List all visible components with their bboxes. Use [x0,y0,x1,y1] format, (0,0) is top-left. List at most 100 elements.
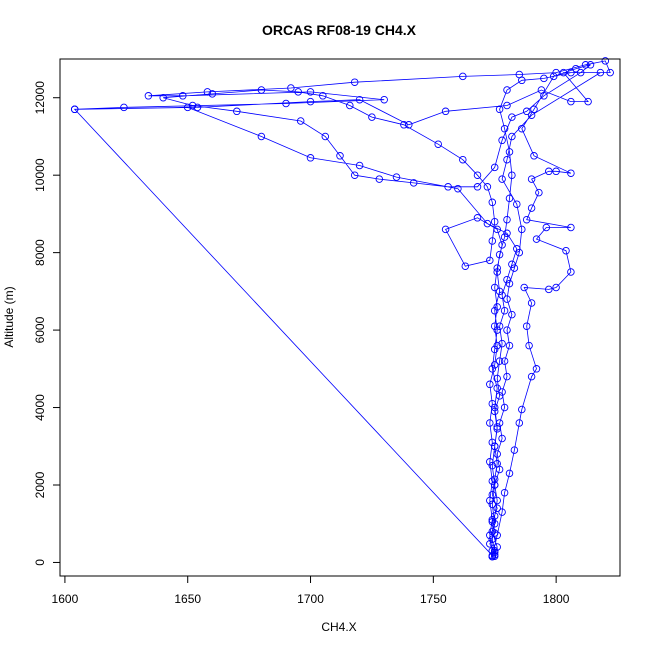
data-point [483,183,492,191]
data-point [488,399,497,408]
data-point [400,121,408,129]
data-point [535,188,543,197]
data-point [490,217,499,226]
data-point [490,407,499,416]
x-axis-label: CH4.X [321,620,356,634]
y-tick-label: 4000 [33,394,47,421]
data-point [368,113,376,121]
data-point [287,84,295,92]
data-point [490,163,499,172]
data-point [490,283,499,292]
data-point [306,88,315,96]
y-tick-label: 10000 [33,158,47,192]
data-point [495,322,504,330]
data-point [490,550,499,559]
data-point [495,105,504,114]
data-point [505,279,514,288]
data-point [493,384,501,392]
x-tick-label: 1600 [52,592,79,606]
data-point [495,392,504,400]
data-point [486,458,494,466]
data-point [522,322,531,330]
data-point [179,92,187,100]
data-point [306,154,315,162]
data-point [495,287,504,296]
data-point [508,310,516,319]
data-point [505,341,514,350]
plot-frame [59,58,621,577]
data-point [500,233,509,241]
data-point [559,68,568,77]
data-point [567,223,575,232]
data-point [520,283,528,292]
data-point [540,74,548,83]
data-point [505,194,514,203]
plot-area [59,57,621,577]
data-point [346,101,354,110]
data-point [503,326,511,334]
data-point [493,450,501,458]
data-point [490,403,499,412]
data-point [70,105,79,114]
data-point [488,438,497,447]
x-tick-label: 1750 [420,592,447,606]
data-point [441,225,450,234]
x-axis: 1600 1650 1700 1750 1800 [52,576,570,606]
chart-title: ORCAS RF08-19 CH4.X [262,22,417,38]
data-point [296,117,305,125]
data-point [294,88,302,96]
data-point [486,540,494,548]
data-point [188,101,197,110]
x-tick-label: 1650 [174,592,201,606]
data-point [552,68,560,77]
data-point [488,198,497,207]
data-point [498,508,506,516]
data-point [505,469,514,478]
data-point [522,215,531,224]
data-point [513,200,521,208]
y-tick-label: 8000 [33,239,47,266]
data-point [495,250,504,259]
data-point [488,516,497,524]
data-point [503,229,511,238]
y-tick-label: 2000 [33,471,47,498]
data-point [498,136,506,145]
data-point [503,86,511,94]
x-tick-label: 1700 [297,592,324,606]
data-point [493,341,501,350]
data-point [495,465,504,474]
data-point [488,461,497,470]
data-point [488,237,497,245]
data-point [518,76,526,85]
y-tick-label: 0 [33,559,47,566]
data-point [488,477,497,485]
data-point [518,124,526,133]
data-point [503,101,511,110]
data-point [493,225,501,234]
data-point [306,97,315,106]
data-point [490,519,499,528]
data-point [459,72,467,81]
data-point [120,103,128,112]
data-point [493,326,501,334]
data-point [473,214,482,222]
data-point [488,535,497,543]
data-point [486,496,494,505]
data-point [493,423,501,431]
data-point [488,552,497,561]
data-point [454,184,462,193]
data-point [493,531,501,540]
data-point [488,527,497,536]
data-point [490,442,499,451]
y-tick-label: 12000 [33,81,47,115]
data-point [493,543,501,551]
x-tick-label: 1800 [543,592,570,606]
data-point [193,103,202,112]
data-point [490,529,499,537]
data-point [319,92,327,100]
data-point [545,167,553,176]
data-point [500,488,509,497]
data-point [527,299,536,307]
data-point [510,446,519,454]
